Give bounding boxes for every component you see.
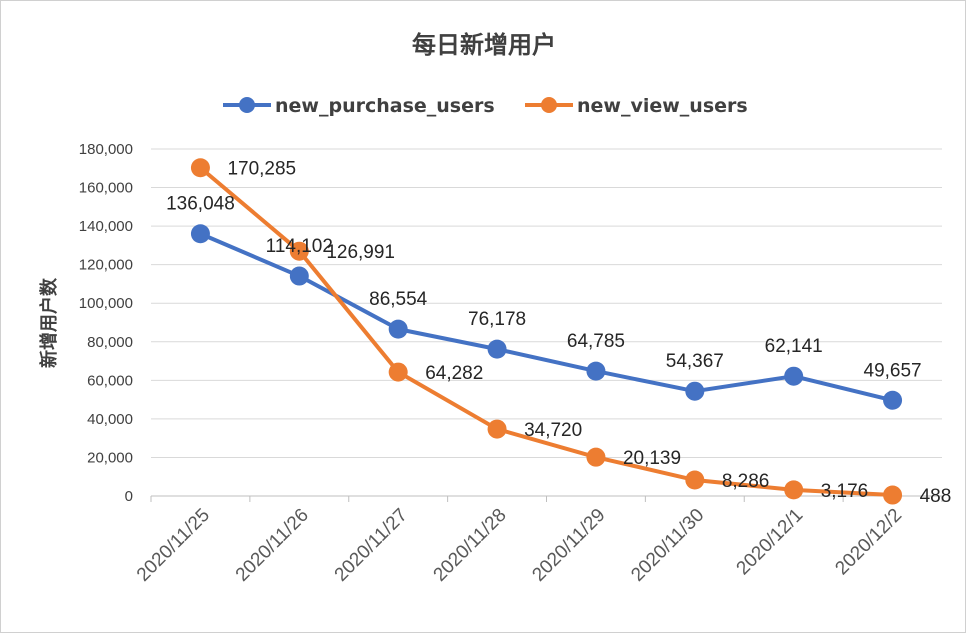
y-tick-label: 120,000: [79, 257, 133, 274]
y-tick-label: 80,000: [87, 334, 133, 351]
data-point-new-purchase-users: [190, 224, 210, 244]
data-label-new-purchase-users: 62,141: [765, 336, 823, 357]
y-axis-label: 新增用户数: [38, 277, 60, 368]
data-point-new-purchase-users: [784, 366, 804, 386]
data-label-new-view-users: 20,139: [623, 448, 681, 469]
series-group: [190, 158, 903, 505]
x-axis-ticks: 2020/11/25 2020/11/26 2020/11/27 2020/11/28…: [133, 496, 943, 586]
y-tick-label: 60,000: [87, 372, 133, 389]
legend-marker-new-purchase-users: [239, 97, 255, 113]
x-tick-label: 2020/11/30: [627, 505, 708, 586]
legend: new_purchase_users new_view_users: [223, 95, 748, 117]
data-point-new-view-users: [586, 447, 606, 467]
data-label-new-view-users: 488: [920, 486, 952, 507]
legend-marker-new-view-users: [541, 97, 557, 113]
data-point-new-purchase-users: [289, 266, 309, 286]
y-tick-label: 0: [125, 488, 133, 505]
series-line-new-purchase-users: [199, 231, 894, 403]
legend-label-new-purchase-users: new_purchase_users: [275, 95, 495, 117]
data-label-new-view-users: 64,282: [425, 363, 483, 384]
y-tick-label: 140,000: [79, 218, 133, 235]
data-label-new-purchase-users: 49,657: [864, 360, 922, 381]
x-tick-label: 2020/12/2: [831, 505, 906, 580]
x-tick-label: 2020/11/26: [232, 505, 313, 586]
y-tick-label: 180,000: [79, 141, 133, 158]
data-label-new-purchase-users: 64,785: [567, 331, 625, 352]
data-point-new-view-users: [883, 485, 903, 505]
x-tick-label: 2020/11/25: [133, 505, 214, 586]
data-label-new-view-users: 126,991: [326, 242, 395, 263]
data-label-new-purchase-users: 136,048: [166, 194, 235, 215]
y-tick-label: 40,000: [87, 411, 133, 428]
data-point-new-purchase-users: [685, 381, 705, 401]
x-tick-label: 2020/12/1: [733, 505, 808, 580]
data-label-new-purchase-users: 76,178: [468, 309, 526, 330]
gridlines: [151, 148, 942, 497]
data-label-new-purchase-users: 54,367: [666, 351, 724, 372]
data-point-new-view-users: [190, 158, 210, 178]
series-line-new-view-users: [199, 166, 893, 498]
data-point-new-view-users: [685, 470, 705, 490]
data-label-new-purchase-users: 114,102: [266, 236, 333, 257]
x-tick-label: 2020/11/29: [528, 505, 609, 586]
y-tick-label: 20,000: [87, 449, 133, 466]
x-tick-label: 2020/11/28: [430, 505, 511, 586]
data-point-new-view-users: [784, 480, 804, 500]
legend-item-new-view-users: new_view_users: [525, 95, 748, 117]
x-tick-label: 2020/11/27: [331, 505, 412, 586]
y-axis-ticks: 0 20,000 40,000 60,000 80,000 100,000 120,000 1…: [79, 141, 133, 505]
chart-title: 每日新增用户: [412, 31, 556, 59]
data-point-new-view-users: [487, 419, 507, 439]
legend-label-new-view-users: new_view_users: [577, 95, 748, 117]
data-point-new-view-users: [388, 362, 408, 382]
data-point-new-purchase-users: [487, 339, 507, 359]
data-label-new-view-users: 34,720: [524, 420, 582, 441]
data-label-new-purchase-users: 86,554: [369, 289, 428, 310]
data-label-new-view-users: 170,285: [227, 159, 296, 180]
data-point-new-purchase-users: [883, 390, 903, 410]
data-label-new-view-users: 8,286: [722, 471, 770, 492]
y-tick-label: 100,000: [79, 295, 133, 312]
data-point-new-purchase-users: [388, 319, 408, 339]
data-point-new-purchase-users: [586, 361, 606, 381]
y-tick-label: 160,000: [79, 180, 133, 197]
data-labels: 136,048 114,102 86,554 76,178 64,785 54,367 62…: [166, 159, 951, 507]
data-point-new-view-users: [289, 241, 309, 261]
data-label-new-view-users: 3,176: [821, 481, 869, 502]
legend-item-new-purchase-users: new_purchase_users: [223, 95, 495, 117]
